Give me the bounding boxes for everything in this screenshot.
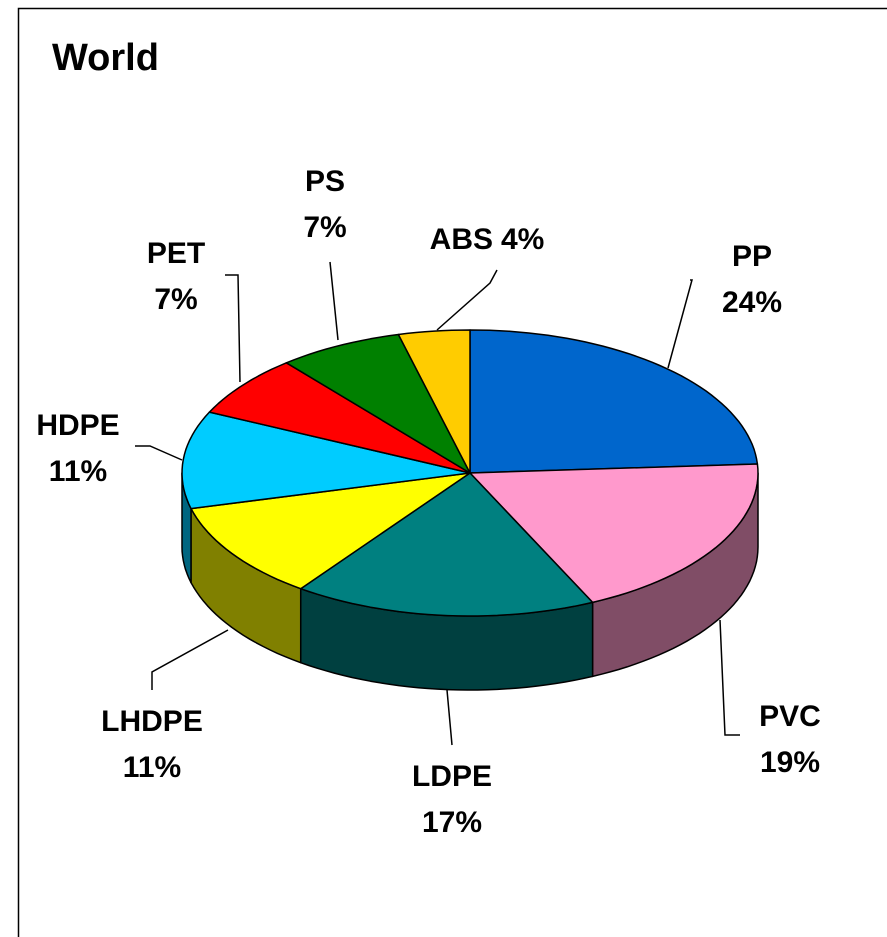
slice <box>190 472 471 590</box>
slice-value-label: 7% <box>154 283 197 316</box>
slice <box>181 411 471 510</box>
slice-label: LHDPE <box>101 705 203 738</box>
slice-label: PVC <box>759 700 821 733</box>
slice-label: PP <box>732 240 772 273</box>
slice-value-label: 11% <box>123 751 181 784</box>
leader-line <box>436 269 498 331</box>
leader-line <box>151 629 229 690</box>
slice-label: HDPE <box>36 409 119 442</box>
slice <box>299 472 594 617</box>
slice-value-label: 11% <box>49 455 107 488</box>
slice-value-label: 24% <box>722 286 782 319</box>
leader-line <box>135 445 183 461</box>
slice <box>285 333 471 474</box>
leader-line <box>719 619 740 736</box>
slice-label: ABS <box>430 223 493 256</box>
leader-line <box>329 261 339 341</box>
leader-line <box>225 274 241 383</box>
slice-value-label: 7% <box>303 211 346 244</box>
slice-value-label: 19% <box>760 746 820 779</box>
slice <box>208 362 471 474</box>
slice-label: LDPE <box>412 760 492 793</box>
leader-line <box>667 279 693 369</box>
slice-value-label: 4% <box>501 223 544 256</box>
slice <box>397 329 471 474</box>
slice-label: PS <box>305 165 345 198</box>
slice-value-label: 17% <box>422 806 482 839</box>
slice <box>469 463 759 604</box>
chart-title: World <box>52 37 159 79</box>
leader-line <box>446 689 453 746</box>
slice-label: PET <box>147 237 205 270</box>
slice <box>469 329 759 474</box>
